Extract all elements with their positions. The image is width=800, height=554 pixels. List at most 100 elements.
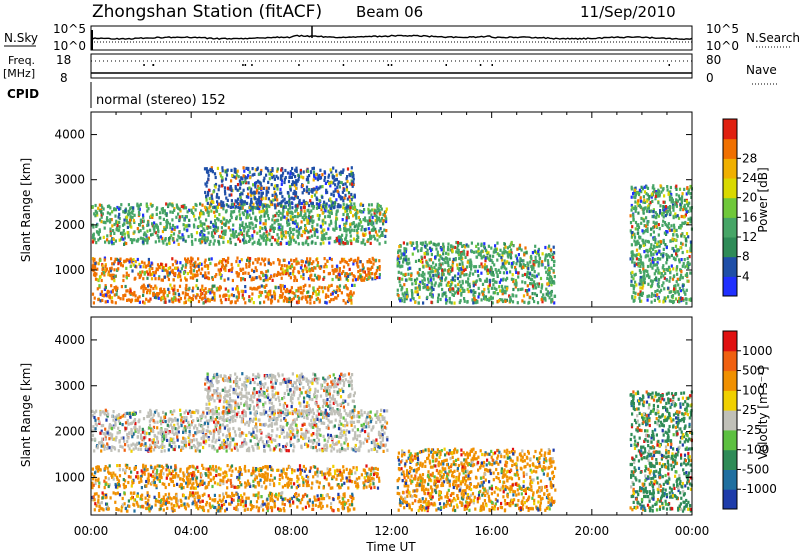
- ytick-label: 2000: [54, 425, 85, 439]
- colorbar-swatch: [723, 138, 737, 159]
- freq-panel: [90, 53, 693, 79]
- xtick-label: 00:00: [675, 524, 710, 538]
- beam-label: Beam 06: [356, 3, 423, 21]
- colorbar-tick-label: 12: [742, 230, 757, 244]
- velocity-ylabel: Slant Range [km]: [19, 363, 33, 467]
- colorbar-tick-label: 24: [742, 171, 757, 185]
- nave-label: Nave: [746, 63, 777, 77]
- colorbar-tick-label: 500: [742, 364, 765, 378]
- colorbar-swatch: [723, 370, 737, 391]
- freq-dot: [251, 64, 253, 66]
- ytick-label: 4000: [54, 128, 85, 142]
- scatter-region-band-lower: [91, 283, 356, 305]
- colorbar-tick-label: 1000: [742, 344, 773, 358]
- colorbar-swatch: [723, 390, 737, 411]
- colorbar-swatch: [723, 469, 737, 490]
- nsearch-tick-bottom: 10^0: [706, 39, 739, 53]
- nsearch-tick-top: 10^5: [706, 22, 739, 36]
- xtick-label: 12:00: [374, 524, 409, 538]
- ytick-label: 3000: [54, 173, 85, 187]
- nsky-tick-bottom: 10^0: [53, 39, 86, 53]
- colorbar-swatch: [723, 237, 737, 258]
- colorbar-swatch: [723, 217, 737, 238]
- freq-dot: [390, 64, 393, 66]
- scatter-region-evening: [629, 390, 694, 513]
- freq-dot: [342, 64, 345, 66]
- colorbar-tick-label: 100: [742, 383, 765, 397]
- xtick-label: 16:00: [474, 524, 509, 538]
- freq-dot: [445, 64, 447, 66]
- xtick-label: 08:00: [274, 524, 309, 538]
- freq-tick-bottom: 8: [60, 71, 68, 85]
- colorbar-swatch: [723, 449, 737, 470]
- freq-dot: [152, 64, 155, 66]
- colorbar-frame: [722, 330, 738, 510]
- power-y-axis: 1000 2000 3000 4000: [54, 128, 692, 277]
- freq-dot: [479, 64, 482, 66]
- ytick-label: 2000: [54, 218, 85, 232]
- nsearch-label: N.Search: [746, 31, 800, 45]
- colorbar-tick-label: 25: [742, 403, 757, 417]
- velocity-y-axis: 1000 2000 3000 4000: [54, 333, 692, 484]
- scatter-region-band-upper: [91, 408, 389, 454]
- nave-tick-top: 80: [706, 53, 721, 67]
- colorbar-tick-label: -25: [742, 423, 762, 437]
- freq-trace: [91, 60, 692, 74]
- xtick-label: 04:00: [174, 524, 209, 538]
- power-ylabel: Slant Range [km]: [19, 158, 33, 262]
- colorbar-swatch: [723, 410, 737, 431]
- scatter-region-band-mid: [91, 256, 381, 283]
- freq-tick-top: 18: [56, 53, 71, 67]
- colorbar-tick-label: -1000: [742, 482, 777, 496]
- colorbar-frame: [722, 118, 738, 297]
- freq-dot: [244, 64, 247, 66]
- freq-dot: [242, 64, 244, 66]
- station-title: Zhongshan Station (fitACF): [92, 2, 322, 22]
- date-label: 11/Sep/2010: [580, 3, 676, 21]
- ytick-label: 1000: [54, 470, 85, 484]
- scatter-region-band-lower: [91, 491, 356, 513]
- ytick-label: 4000: [54, 333, 85, 347]
- scatter-region-patch-high: [204, 372, 356, 417]
- cpid-label: CPID: [7, 87, 39, 101]
- colorbar-tick-label: 8: [742, 250, 750, 264]
- nsky-trace: [90, 26, 693, 50]
- colorbar-swatch: [723, 331, 737, 352]
- colorbar-swatch: [723, 489, 737, 510]
- time-axis: 00:00 04:00 08:00 12:00 16:00 20:00 00:00: [74, 112, 710, 538]
- power-colorbar-label: Power [dB]: [756, 167, 770, 232]
- power-heatmap: [91, 166, 693, 305]
- xtick-label: 20:00: [575, 524, 610, 538]
- scatter-region-afternoon: [396, 240, 557, 305]
- colorbar-swatch: [723, 276, 737, 297]
- freq-dot: [298, 64, 300, 66]
- colorbar-tick-label: -100: [742, 443, 769, 457]
- nave-tick-bottom: 0: [706, 71, 714, 85]
- time-axis-label: Time UT: [365, 540, 416, 554]
- freq-dot: [668, 64, 670, 66]
- colorbar-swatch: [723, 158, 737, 179]
- colorbar-tick-label: 28: [742, 151, 757, 165]
- colorbar-swatch: [723, 350, 737, 372]
- nsky-line: [90, 34, 693, 41]
- colorbar-swatch: [723, 119, 737, 140]
- scatter-region-patch-high: [203, 166, 357, 210]
- velocity-colorbar-label: Velocity [m s⁻¹]: [756, 366, 770, 459]
- freq-dot: [387, 64, 390, 66]
- colorbar-tick-label: 16: [742, 210, 757, 224]
- colorbar-tick-label: 20: [742, 191, 757, 205]
- xtick-label: 00:00: [74, 524, 109, 538]
- freq-label: Freq.: [8, 54, 35, 67]
- velocity-heatmap: [91, 372, 694, 513]
- freq-dot: [491, 64, 493, 66]
- colorbar-swatch: [723, 256, 737, 277]
- colorbar-swatch: [723, 178, 737, 199]
- scatter-region-band-mid: [91, 463, 381, 490]
- colorbar-tick-label: -500: [742, 462, 769, 476]
- colorbar-swatch: [723, 429, 737, 451]
- power-colorbar: 4 8 12 16 20 24 28: [722, 118, 757, 297]
- colorbar-swatch: [723, 197, 737, 218]
- scatter-region-evening: [629, 184, 693, 305]
- freq-unit: [MHz]: [3, 67, 35, 80]
